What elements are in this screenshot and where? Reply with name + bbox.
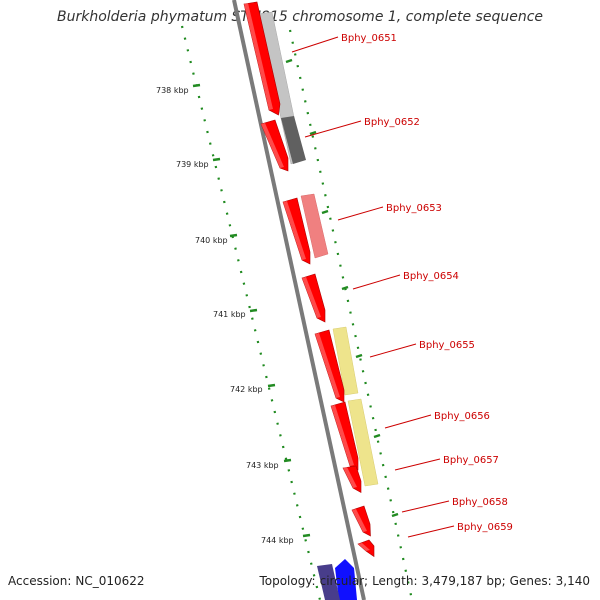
outer-tick-mark: [321, 209, 329, 215]
sequence-stats: Topology: circular; Length: 3,479,187 bp; Ge…: [255, 574, 590, 588]
accession-label: Accession:: [8, 574, 72, 588]
inner-tick-mark: [192, 83, 201, 88]
gene-arrow-highlight: [302, 277, 321, 318]
gene-arrow-highlight: [343, 467, 357, 488]
gene-label-Bphy_0657[interactable]: Bphy_0657: [443, 455, 499, 466]
accession-value: NC_010622: [75, 574, 145, 588]
gene-label-Bphy_0658[interactable]: Bphy_0658: [452, 497, 508, 508]
gene-arrow-highlight: [244, 3, 273, 110]
gene-label-Bphy_0654[interactable]: Bphy_0654: [403, 271, 459, 282]
gene-arrow-highlight: [352, 509, 367, 532]
kbp-label: 744 kbp: [261, 536, 294, 545]
leader-line-Bphy_0652: [304, 120, 362, 138]
map-title: Burkholderia phymatum STM815 chromosome …: [56, 9, 543, 25]
backbone-line: [232, 0, 366, 600]
topology-value: circular;: [319, 574, 369, 588]
leader-line-Bphy_0659: [407, 525, 455, 538]
inner-tick-mark: [229, 233, 238, 238]
outer-dotted-ring: [288, 29, 414, 600]
cog-bar-purple[interactable]: [317, 564, 340, 600]
kbp-label: 738 kbp: [156, 86, 189, 95]
leader-line-Bphy_0657: [394, 458, 441, 471]
cog-bar-blue[interactable]: [335, 559, 357, 600]
outer-tick-mark: [373, 433, 381, 439]
gene-label-Bphy_0655[interactable]: Bphy_0655: [419, 340, 475, 351]
inner-tick-mark: [267, 383, 276, 388]
kbp-label: 741 kbp: [213, 310, 246, 319]
outer-tick-mark: [309, 130, 317, 136]
length-label: Length:: [372, 574, 418, 588]
kbp-label: 742 kbp: [230, 385, 263, 394]
leader-line-Bphy_0658: [401, 500, 450, 513]
outer-tick-mark: [355, 353, 363, 359]
leader-line-Bphy_0656: [384, 414, 432, 429]
inner-tick-mark: [283, 458, 292, 463]
chromosome-backbone: [232, 0, 366, 600]
inner-dotted-ring: [180, 25, 322, 600]
leader-line-Bphy_0653: [337, 206, 384, 221]
gene-label-Bphy_0653[interactable]: Bphy_0653: [386, 203, 442, 214]
gene-arrows: [243, 1, 375, 558]
accession-info: Accession: NC_010622: [8, 574, 145, 588]
outer-tick-mark: [391, 512, 399, 518]
outer-tick-mark: [341, 285, 349, 291]
gene-leader-lines: [291, 36, 455, 538]
cog-bar-darkgray[interactable]: [281, 116, 306, 164]
gene-label-Bphy_0659[interactable]: Bphy_0659: [457, 522, 513, 533]
outer-tick-mark: [285, 58, 293, 64]
inner-feature-track: [317, 564, 340, 600]
gene-arrow-highlight: [283, 201, 306, 260]
length-value: 3,479,187 bp;: [421, 574, 506, 588]
gene-label-Bphy_0651[interactable]: Bphy_0651: [341, 33, 397, 44]
gene-arrow-highlight: [358, 543, 370, 551]
gene-arrow-highlight: [331, 405, 354, 466]
gene-arrow-highlight: [315, 333, 340, 398]
leader-line-Bphy_0651: [291, 36, 339, 53]
genes-value: 3,140: [555, 574, 590, 588]
kbp-label: 743 kbp: [246, 461, 279, 470]
cog-bar-pink[interactable]: [300, 193, 329, 259]
gene-label-Bphy_0652[interactable]: Bphy_0652: [364, 117, 420, 128]
topology-label: Topology:: [259, 574, 316, 588]
genes-label: Genes:: [509, 574, 552, 588]
cog-bar-yellow-2[interactable]: [347, 398, 379, 487]
leader-line-Bphy_0655: [369, 343, 417, 358]
kbp-label: 739 kbp: [176, 160, 209, 169]
gene-arrow-highlight: [261, 123, 284, 168]
inner-tick-mark: [249, 308, 258, 313]
leader-line-Bphy_0654: [352, 274, 401, 290]
outer-feature-track: [257, 11, 379, 600]
inner-tick-mark: [302, 533, 311, 538]
inner-tick-mark: [212, 157, 221, 162]
gene-labels: Bphy_0651 Bphy_0652 Bphy_0653 Bphy_0654 Bphy…: [341, 33, 513, 533]
gene-label-Bphy_0656[interactable]: Bphy_0656: [434, 411, 490, 422]
kbp-labels: 738 kbp 739 kbp 740 kbp 741 kbp 742 kbp 743 k…: [156, 86, 294, 545]
scale-ticks: [192, 58, 399, 538]
dotted-guide-rings: [180, 25, 414, 600]
kbp-label: 740 kbp: [195, 236, 228, 245]
cog-bar-yellow-1[interactable]: [332, 326, 359, 396]
